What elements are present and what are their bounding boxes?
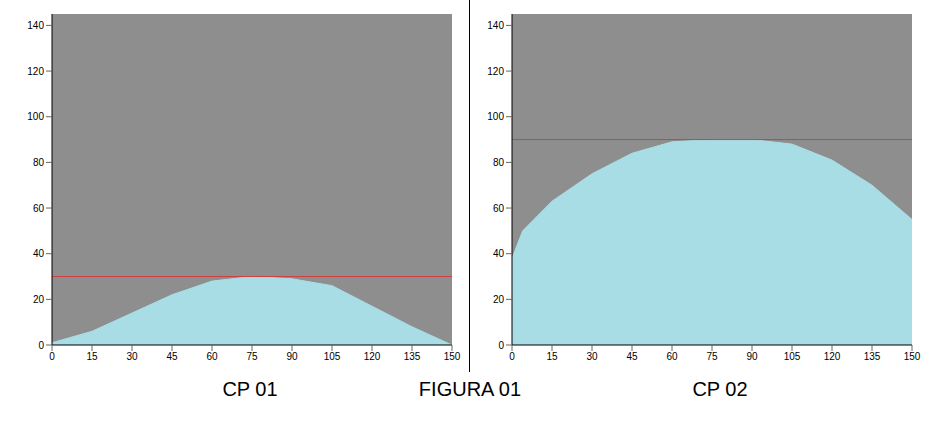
svg-text:105: 105	[784, 351, 801, 362]
svg-text:80: 80	[493, 157, 505, 168]
svg-text:140: 140	[487, 20, 504, 31]
svg-text:20: 20	[33, 294, 45, 305]
svg-text:90: 90	[286, 351, 298, 362]
svg-text:0: 0	[498, 340, 504, 351]
svg-text:60: 60	[493, 203, 505, 214]
svg-text:45: 45	[626, 351, 638, 362]
svg-text:120: 120	[824, 351, 841, 362]
svg-text:100: 100	[487, 111, 504, 122]
svg-text:40: 40	[33, 248, 45, 259]
svg-text:120: 120	[364, 351, 381, 362]
svg-text:15: 15	[546, 351, 558, 362]
svg-text:135: 135	[404, 351, 421, 362]
svg-text:60: 60	[666, 351, 678, 362]
svg-text:120: 120	[487, 66, 504, 77]
svg-text:90: 90	[746, 351, 758, 362]
svg-text:0: 0	[38, 340, 44, 351]
svg-text:40: 40	[493, 248, 505, 259]
svg-text:75: 75	[246, 351, 258, 362]
svg-text:75: 75	[706, 351, 718, 362]
svg-text:20: 20	[493, 294, 505, 305]
svg-text:150: 150	[444, 351, 461, 362]
svg-text:30: 30	[586, 351, 598, 362]
svg-text:135: 135	[864, 351, 881, 362]
svg-text:140: 140	[27, 20, 44, 31]
html-text:FIGURA 01: FIGURA 01	[418, 378, 522, 400]
svg-text:120: 120	[27, 66, 44, 77]
svg-text:80: 80	[33, 157, 45, 168]
svg-text:105: 105	[324, 351, 341, 362]
svg-text:60: 60	[33, 203, 45, 214]
svg-text:15: 15	[86, 351, 98, 362]
svg-text:30: 30	[126, 351, 138, 362]
html-text:CP 02: CP 02	[692, 378, 748, 400]
svg-text:0: 0	[509, 351, 515, 362]
svg-text:0: 0	[49, 351, 55, 362]
svg-text:60: 60	[206, 351, 218, 362]
html-text:CP 01: CP 01	[222, 378, 278, 400]
svg-text:100: 100	[27, 111, 44, 122]
svg-text:45: 45	[166, 351, 178, 362]
svg-text:150: 150	[904, 351, 921, 362]
